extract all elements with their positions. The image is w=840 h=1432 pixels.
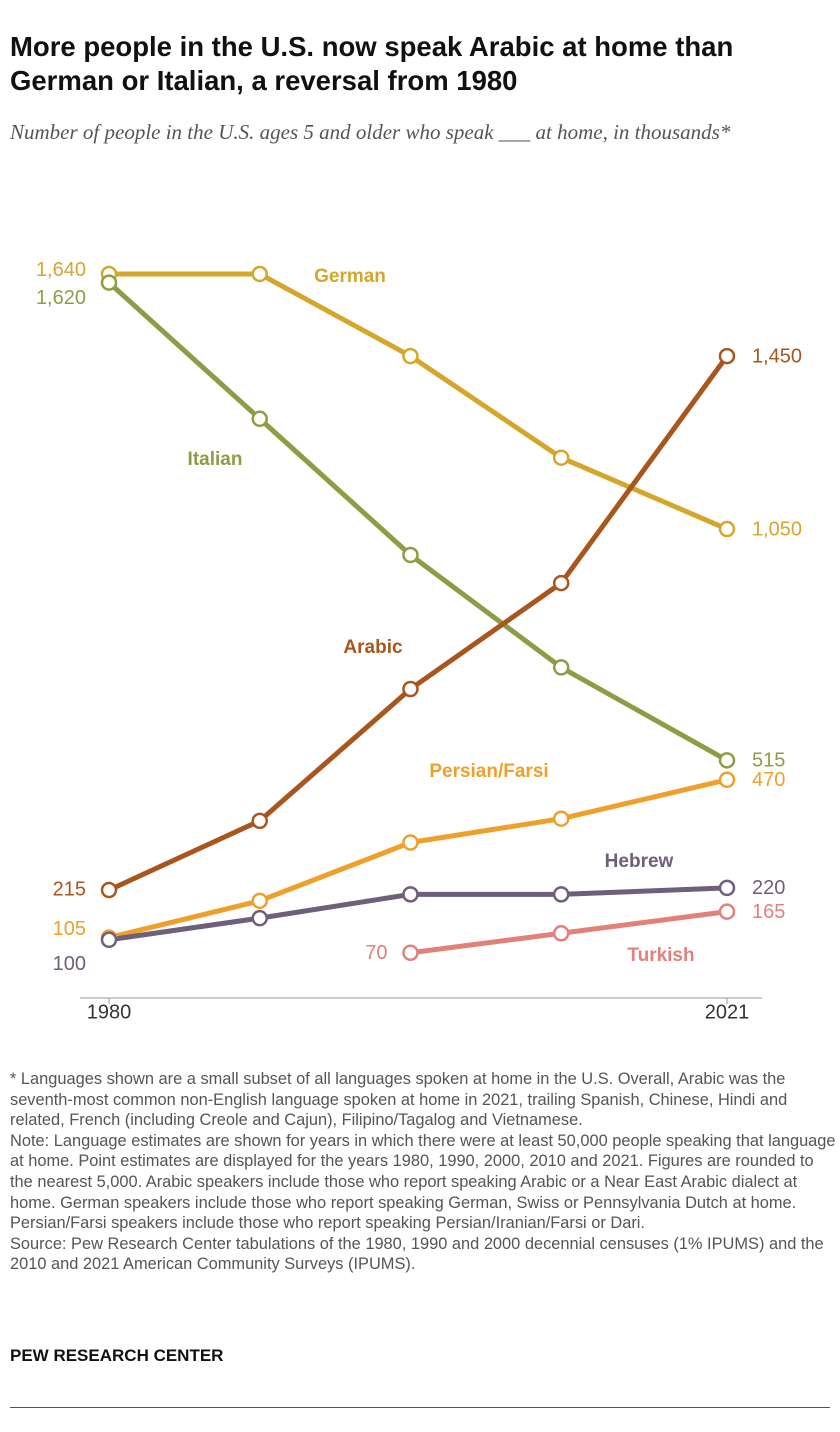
data-point (402, 347, 419, 365)
data-point (552, 925, 570, 942)
data-point (552, 810, 570, 827)
data-point (552, 659, 570, 676)
data-label: 1,640 (36, 259, 86, 281)
series-label: Hebrew (605, 851, 674, 872)
data-point (251, 265, 268, 283)
data-point (251, 410, 268, 428)
data-point (718, 752, 736, 769)
data-label: 515 (752, 750, 785, 772)
chart-subtitle: Number of people in the U.S. ages 5 and … (10, 120, 731, 144)
data-label: 105 (53, 918, 86, 940)
data-point (251, 812, 268, 830)
data-point (100, 274, 118, 291)
data-point (402, 546, 419, 564)
bottom-rule (10, 1407, 830, 1408)
data-point (552, 449, 570, 466)
data-label: 220 (752, 877, 785, 899)
series-line (107, 354, 730, 893)
data-point (402, 834, 419, 851)
data-label: 100 (53, 953, 86, 975)
series-label: Arabic (343, 637, 403, 658)
series-label: Italian (188, 449, 243, 470)
data-label: 165 (752, 901, 785, 923)
data-point (718, 347, 736, 365)
data-point (402, 680, 419, 698)
data-point (100, 881, 118, 899)
data-point (402, 886, 419, 903)
source: Source: Pew Research Center tabulations … (10, 1234, 824, 1274)
series-label: Persian/Farsi (429, 761, 548, 782)
data-label: 70 (365, 942, 387, 964)
data-point (251, 909, 268, 927)
data-point (251, 892, 268, 910)
data-label: 1,050 (752, 518, 802, 540)
chart-title: More people in the U.S. now speak Arabic… (10, 31, 734, 96)
footnote: * Languages shown are a small subset of … (10, 1070, 788, 1130)
data-label: 470 (752, 769, 785, 791)
data-point (718, 520, 736, 538)
notes: * Languages shown are a small subset of … (10, 1069, 836, 1275)
data-point (100, 931, 118, 949)
data-label: 215 (53, 878, 86, 900)
series-label: Turkish (627, 945, 694, 966)
data-point (718, 903, 736, 920)
data-point (718, 771, 736, 789)
x-tick-label: 2021 (705, 1001, 750, 1023)
note: Note: Language estimates are shown for y… (10, 1131, 836, 1233)
data-label: 1,450 (752, 345, 802, 367)
data-label: 1,620 (36, 287, 86, 309)
chart: 1980 2021 1,640 1,050 German 1,620 515 Italian 2… (36, 259, 802, 1023)
brand: PEW RESEARCH CENTER (10, 1346, 224, 1365)
x-tick-label: 1980 (87, 1001, 132, 1023)
data-point (402, 944, 419, 961)
series-line (109, 271, 728, 532)
series-label: German (314, 266, 386, 287)
data-point (718, 879, 736, 897)
data-point (552, 886, 570, 903)
data-point (552, 574, 570, 592)
